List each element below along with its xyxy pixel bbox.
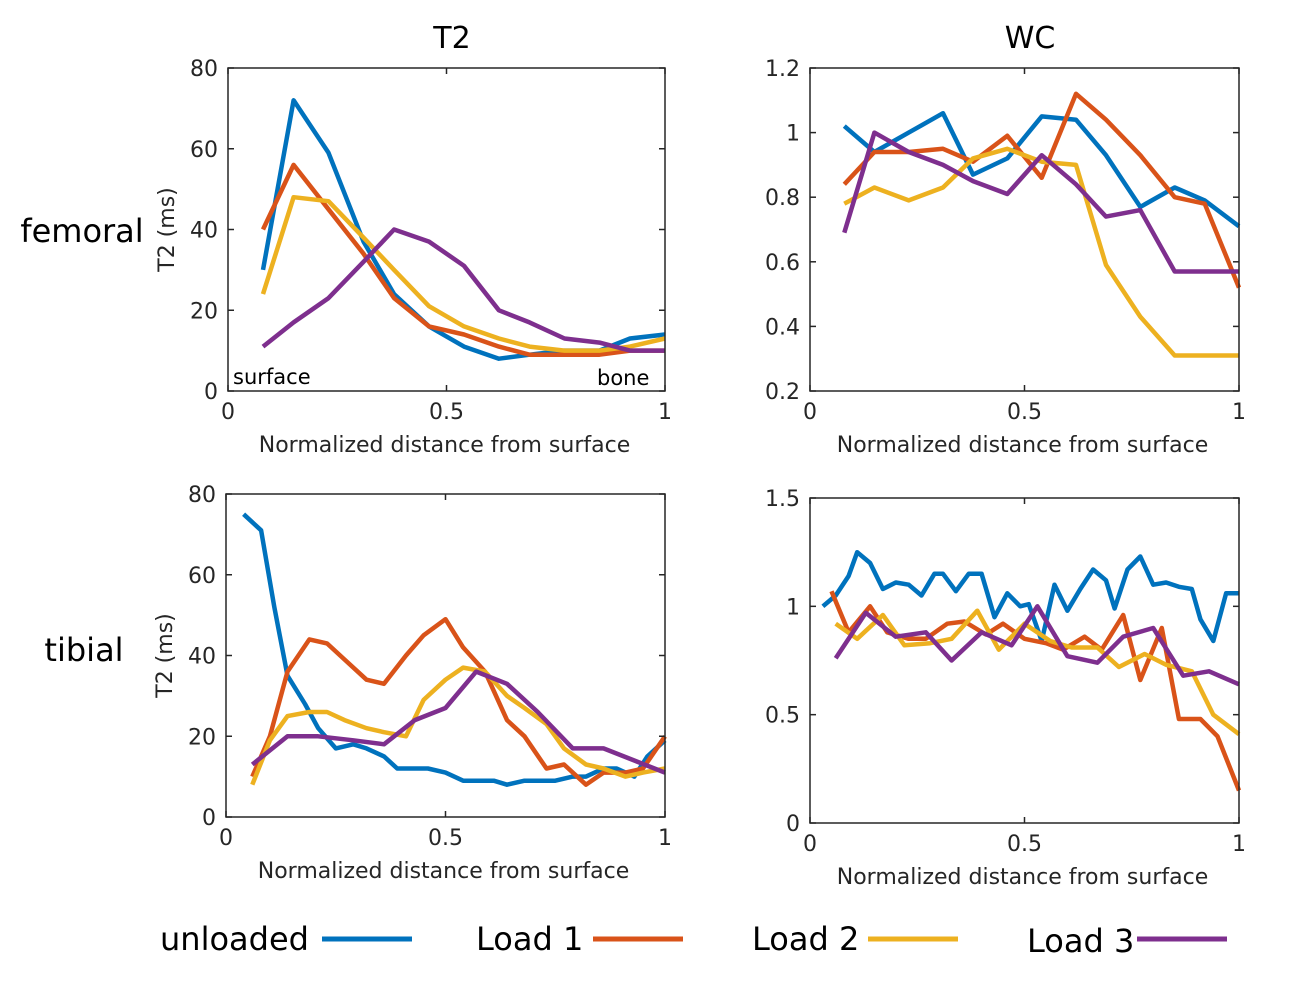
legend-item-load-3: Load 3 [1027,922,1227,960]
y-tick-label: 0 [202,806,216,831]
legend-label-load-1: Load 1 [476,920,583,958]
legend-item-load-2: Load 2 [752,920,958,958]
x-tick-label: 0.5 [1007,400,1042,425]
x-axis-label: Normalized distance from surface [837,865,1208,890]
series-line-load-3 [250,669,666,775]
annotation-surface: surface [233,365,311,389]
series-line-load-2 [843,146,1239,358]
column-title-t2: T2 [432,21,470,56]
series-line-load-2 [260,194,666,353]
y-tick-label: 60 [188,564,216,589]
y-tick-label: 0.6 [765,251,800,276]
x-axis-label: Normalized distance from surface [259,433,630,458]
x-tick-label: 1 [1232,400,1246,425]
legend-item-load-1: Load 1 [476,920,683,958]
y-tick-label: 80 [188,483,216,508]
y-tick-label: 0.2 [765,380,800,405]
legend-item-unloaded: unloaded [160,920,412,958]
x-tick-label: 1 [658,400,672,425]
legend-label-load-2: Load 2 [752,920,859,958]
y-tick-label: 40 [188,645,216,670]
x-tick-label: 1 [658,826,672,851]
series-line-load-3 [261,227,665,353]
series-line-unloaded [260,98,666,361]
series-line-load-3 [842,130,1239,274]
x-tick-label: 0 [221,400,235,425]
row-label-tibial: tibial [44,631,123,669]
series-line-unloaded [842,110,1241,229]
y-tick-label: 60 [190,138,218,163]
axes-box [809,67,1240,392]
y-tick-label: 0.4 [765,315,800,340]
y-tick-label: 0 [204,380,218,405]
y-tick-label: 1 [786,595,800,620]
y-tick-label: 40 [190,219,218,244]
x-tick-label: 0.5 [429,400,464,425]
legend: unloaded Load 1 Load 2 Load 3 [160,920,1227,960]
x-axis-label: Normalized distance from surface [837,433,1208,458]
y-tick-label: 0.5 [765,704,800,729]
series-line-load-2 [250,665,666,786]
y-tick-label: 1 [786,122,800,147]
series-line-unloaded [821,549,1239,644]
y-tick-label: 1.5 [765,487,800,512]
series-line-load-2 [834,608,1241,736]
x-tick-label: 0 [219,826,233,851]
x-tick-label: 0.5 [428,826,463,851]
series-line-load-1 [250,616,667,787]
y-tick-label: 0.8 [765,186,800,211]
y-tick-label: 20 [190,299,218,324]
y-tick-label: 80 [190,57,218,82]
x-tick-label: 0 [803,400,817,425]
x-tick-label: 0 [803,832,817,857]
legend-label-unloaded: unloaded [160,920,309,958]
row-label-femoral: femoral [20,212,143,250]
y-tick-label: 1.2 [765,57,800,82]
y-tick-label: 20 [188,725,216,750]
y-tick-label: 0 [786,812,800,837]
series-line-load-3 [833,604,1240,687]
x-tick-label: 0.5 [1007,832,1042,857]
panel-tibial-t2: 0 0.5 1 0 20 40 60 80 Normalized distance from s… [153,483,672,884]
series-line-unloaded [242,512,667,787]
x-tick-label: 1 [1232,832,1246,857]
panel-tibial-wc: 0 0.5 1 0 0.5 1 1.5 Normalized distance from su… [765,487,1246,890]
panel-femoral-t2: 0 0.5 1 0 20 40 60 80 Normalized distance from s… [155,57,672,458]
panel-femoral-wc: 0 0.5 1 0.2 0.4 0.6 0.8 1 1.2 Normalized distance… [765,57,1246,458]
y-axis-label: T2 (ms) [155,187,180,273]
column-title-wc: WC [1005,21,1056,56]
annotation-bone: bone [597,366,649,390]
x-axis-label: Normalized distance from surface [258,859,629,884]
legend-label-load-3: Load 3 [1027,922,1134,960]
series-line-load-1 [260,162,665,357]
y-axis-label: T2 (ms) [153,613,178,699]
